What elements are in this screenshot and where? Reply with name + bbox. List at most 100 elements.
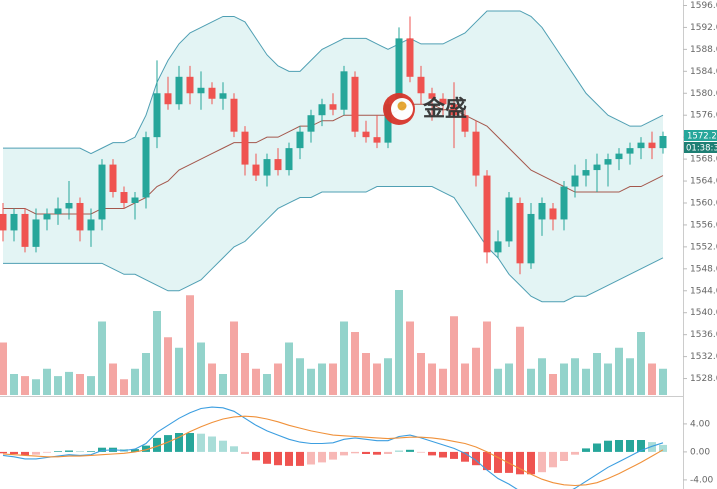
candle-body — [109, 164, 117, 193]
macd-hist-bar — [318, 451, 326, 463]
candle-body — [164, 93, 172, 105]
y-tick-label: 1568.00 — [690, 155, 717, 165]
volume-bar — [98, 321, 106, 395]
macd-hist-bar — [164, 435, 172, 452]
candle-body — [318, 104, 326, 116]
candle-body — [296, 131, 304, 149]
volume-bar — [483, 321, 491, 395]
volume-bar — [516, 326, 524, 395]
macd-hist-bar — [329, 451, 337, 460]
volume-bar — [285, 342, 293, 395]
candle-body — [197, 87, 205, 94]
macd-hist-bar — [285, 451, 293, 466]
volume-bar — [648, 363, 656, 395]
candle-body — [98, 164, 106, 220]
candle-body — [527, 213, 535, 264]
macd-hist-bar — [461, 451, 469, 462]
macd-hist-bar — [208, 436, 216, 452]
y-tick-label: 1580.00 — [690, 89, 717, 99]
macd-hist-bar — [153, 437, 161, 452]
candle-body — [593, 164, 601, 171]
y-tick-label: 1564.00 — [690, 177, 717, 187]
candle-body — [252, 164, 260, 176]
candle-body — [560, 186, 568, 220]
volume-bar — [340, 321, 348, 395]
y-tick-label: 1552.00 — [690, 242, 717, 252]
volume-bar — [153, 311, 161, 395]
y-tick-label: 1532.00 — [690, 352, 717, 362]
y-tick-label: 1588.00 — [690, 45, 717, 55]
macd-hist-bar — [560, 451, 568, 461]
candle-body — [637, 142, 645, 149]
y-tick-label: 1596.00 — [690, 1, 717, 11]
macd-hist-bar — [516, 451, 524, 475]
macd-hist-bar — [340, 451, 348, 456]
volume-bar — [472, 347, 480, 395]
macd-hist-bar — [274, 451, 282, 466]
candle-body — [186, 76, 194, 94]
band-lower — [3, 186, 664, 303]
macd-hist-bar — [593, 443, 601, 452]
candle-body — [483, 175, 491, 253]
macd-hist-bar — [538, 451, 546, 473]
macd-dea-line — [2, 415, 664, 487]
candle-body — [274, 159, 282, 171]
macd-hist-bar — [527, 451, 535, 475]
candle-body — [384, 104, 392, 143]
macd-hist-bar — [241, 451, 249, 454]
macd-hist-bar — [428, 451, 436, 456]
macd-hist-bar — [571, 451, 579, 455]
macd-hist-bar — [131, 449, 139, 452]
macd-hist-bar — [351, 451, 359, 454]
macd-hist-bar — [626, 440, 634, 452]
candle-body — [307, 115, 315, 132]
macd-hist-bar — [384, 451, 392, 454]
volume-bar — [131, 368, 139, 395]
candle-body — [439, 98, 447, 105]
candle-body — [131, 197, 139, 203]
y-tick-label: 1528.00 — [690, 374, 717, 384]
candle-body — [571, 175, 579, 187]
candle-body — [32, 219, 40, 247]
macd-hist-bar — [362, 451, 370, 454]
y-tick-label: 1540.00 — [690, 308, 717, 318]
volume-bar — [582, 368, 590, 395]
macd-hist-bar — [65, 450, 73, 452]
macd-hist-bar — [87, 451, 95, 452]
macd-hist-bar — [604, 440, 612, 452]
watermark: 金盛 — [383, 93, 467, 125]
macd-hist-bar — [197, 433, 205, 452]
macd-hist-bar — [98, 447, 106, 452]
volume-bar — [505, 363, 513, 395]
candle-body — [21, 213, 29, 247]
countdown-label: 01:38:37 — [686, 144, 717, 154]
volume-bar — [197, 342, 205, 395]
macd-hist-bar — [439, 451, 447, 458]
macd-hist-bar — [263, 451, 271, 464]
macd-hist-bar — [230, 446, 238, 452]
volume-bar — [21, 376, 29, 395]
candle-body — [175, 76, 183, 105]
macd-hist-bar — [615, 440, 623, 452]
candle-body — [417, 76, 425, 94]
macd-hist-bar — [659, 444, 667, 452]
volume-bar — [461, 363, 469, 395]
volume-bar — [219, 374, 227, 395]
candle-body — [659, 136, 667, 149]
volume-bar — [351, 332, 359, 395]
macd-hist-bar — [296, 451, 304, 466]
volume-bar — [142, 353, 150, 395]
y-tick-label: -4.00 — [690, 475, 714, 485]
volume-bar — [252, 368, 260, 395]
candle-body — [395, 38, 403, 105]
candle-body — [285, 148, 293, 171]
volume-bar — [208, 363, 216, 395]
candle-body — [54, 208, 62, 214]
volume-bar — [659, 368, 667, 395]
candle-body — [142, 137, 150, 198]
volume-bar — [109, 363, 117, 395]
macd-hist-bar — [472, 451, 480, 466]
macd-hist-bar — [54, 451, 62, 452]
candle-body — [450, 104, 458, 116]
